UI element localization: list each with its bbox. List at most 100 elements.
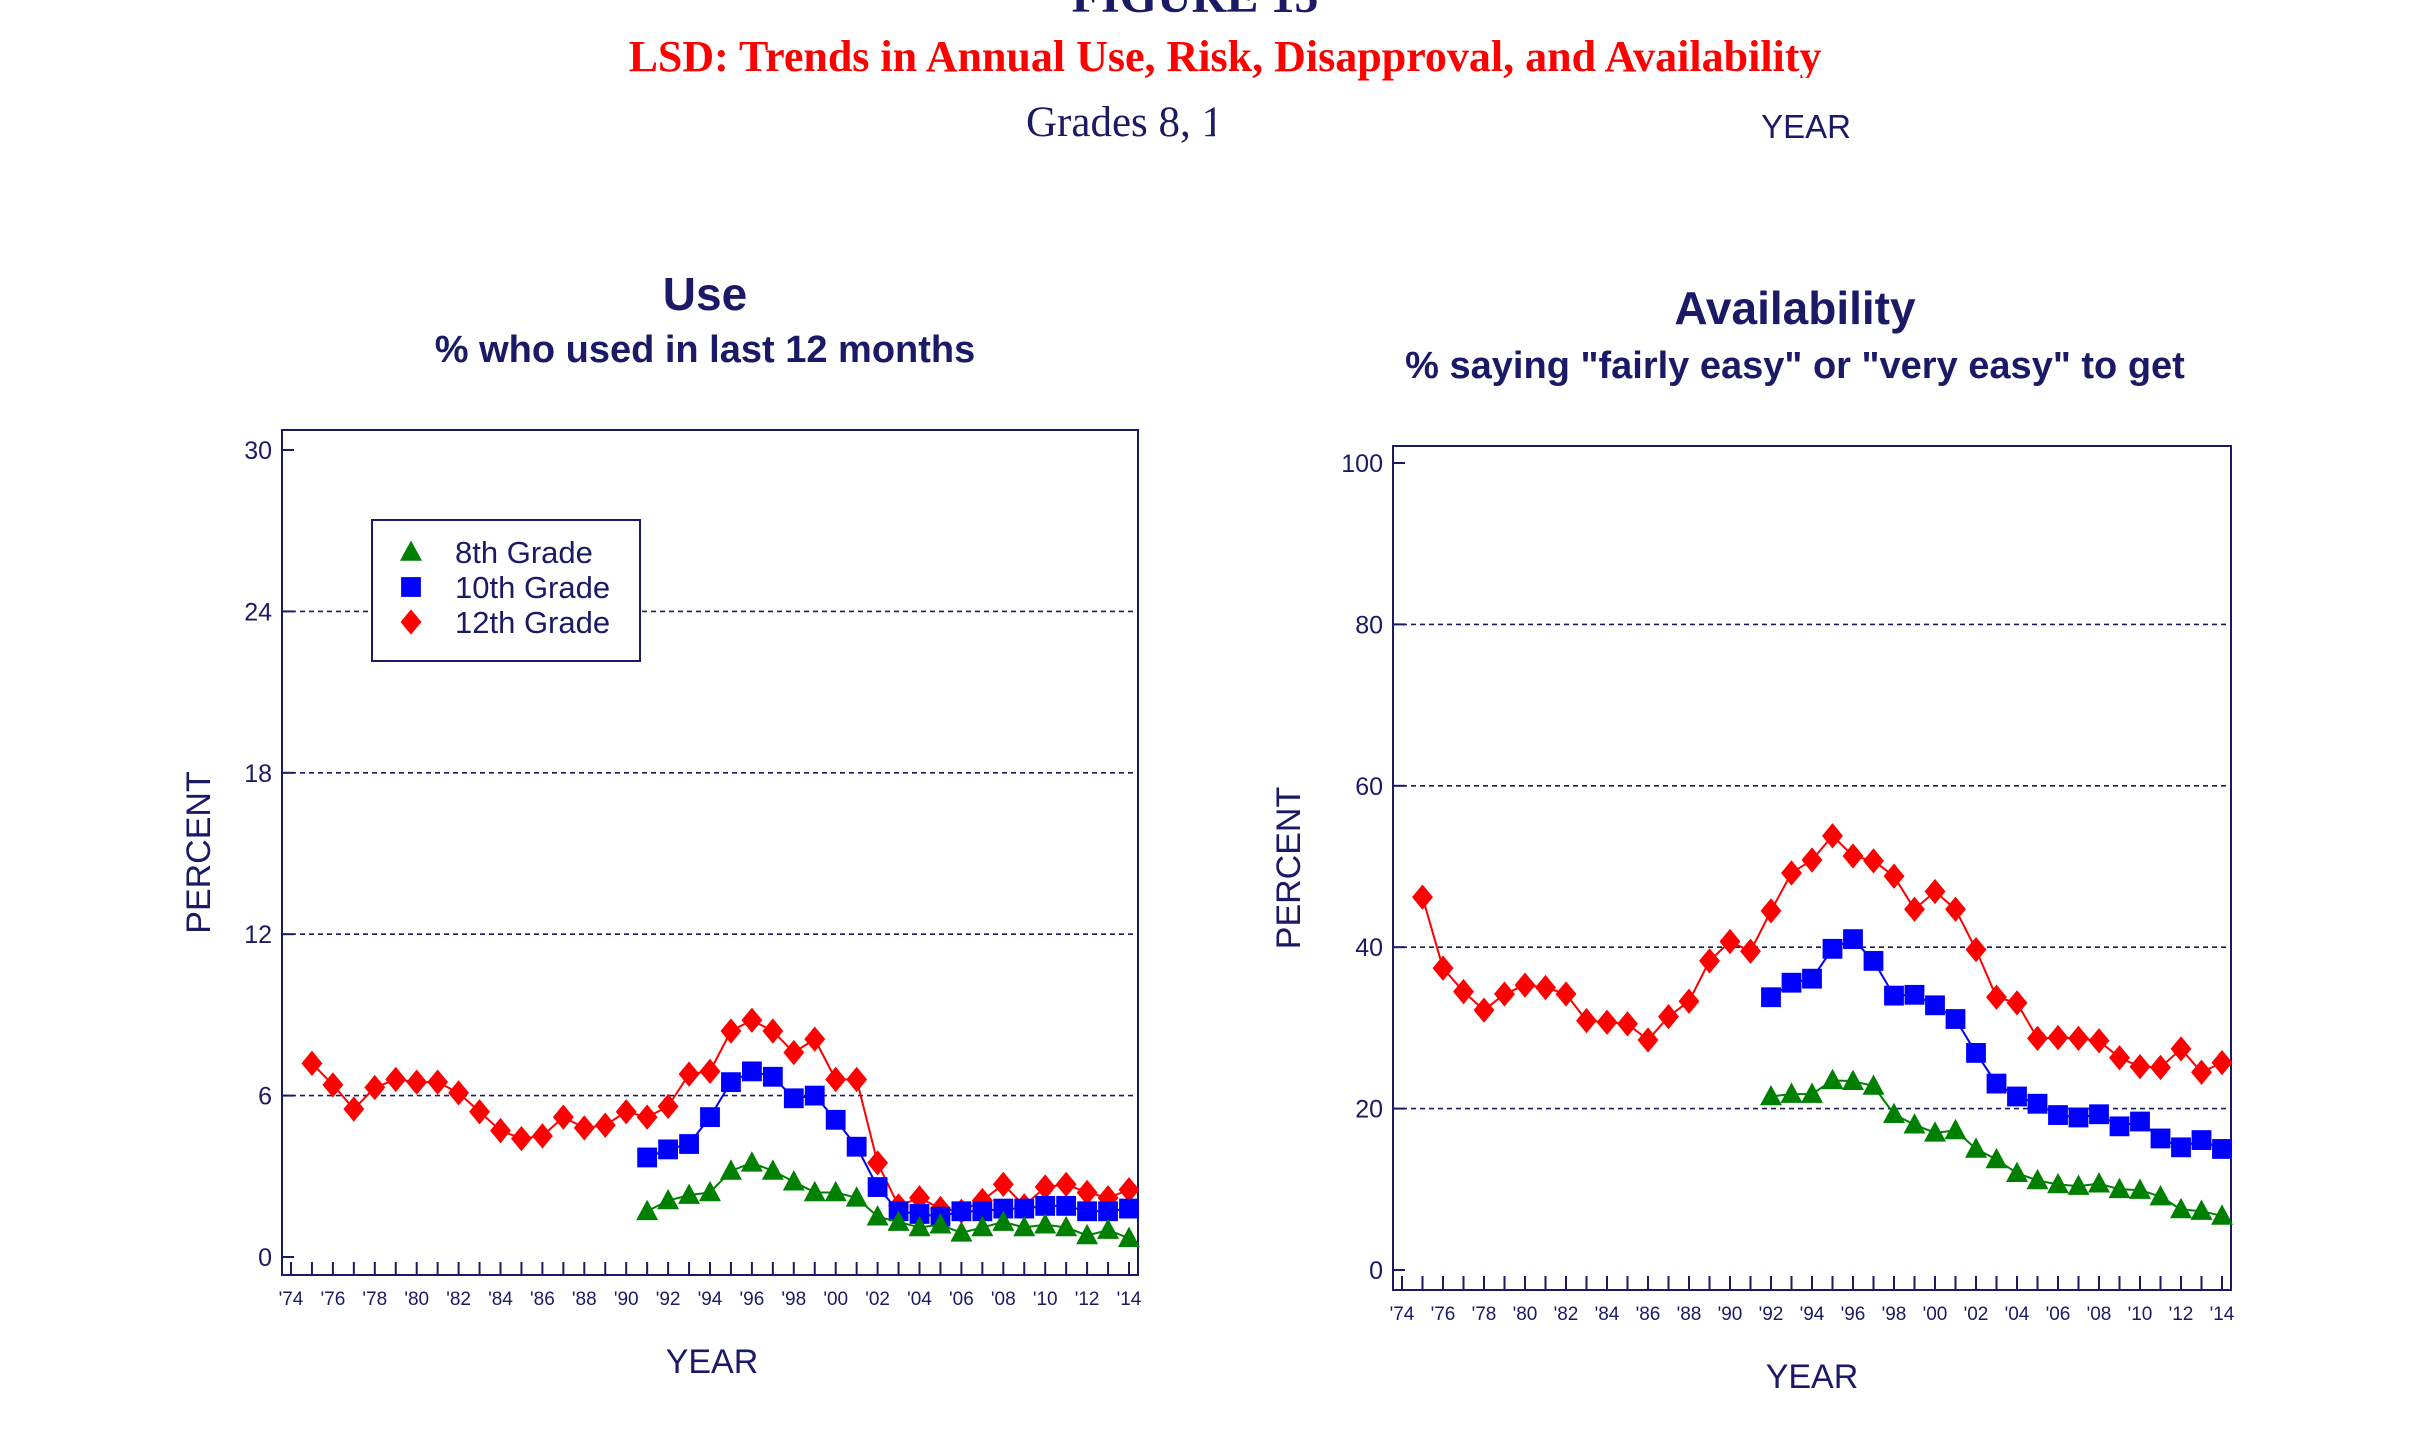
availability-point-12th-grade <box>1842 843 1864 869</box>
use-x-axis-label: YEAR <box>666 1343 759 1381</box>
use-point-8th-grade <box>845 1186 868 1207</box>
availability-point-12th-grade <box>1473 997 1495 1023</box>
use-y-tick-label: 24 <box>244 598 272 626</box>
use-line-10th-grade <box>646 1070 1130 1218</box>
use-point-12th-grade <box>343 1096 365 1122</box>
availability-x-tick-label: '94 <box>1800 1304 1825 1325</box>
availability-point-8th-grade <box>1903 1113 1926 1134</box>
availability-x-tick-label: '86 <box>1636 1304 1661 1325</box>
use-x-tick-label: '76 <box>321 1289 346 1310</box>
use-x-tick-label: '12 <box>1075 1289 1100 1310</box>
availability-point-10th-grade <box>2068 1107 2089 1128</box>
legend-marker-10th-grade <box>401 577 421 597</box>
availability-x-tick-label: '00 <box>1923 1304 1948 1325</box>
use-point-12th-grade <box>992 1171 1014 1198</box>
availability-x-tick-label: '06 <box>2046 1304 2071 1325</box>
use-point-10th-grade <box>679 1134 699 1154</box>
availability-point-8th-grade <box>2190 1199 2213 1220</box>
availability-point-8th-grade <box>2047 1172 2069 1194</box>
use-point-10th-grade <box>972 1201 993 1222</box>
use-point-8th-grade <box>908 1215 931 1237</box>
availability-x-tick-label: '04 <box>2005 1304 2030 1325</box>
availability-point-12th-grade <box>2068 1025 2089 1052</box>
use-point-8th-grade <box>740 1151 763 1172</box>
availability-point-12th-grade <box>1596 1009 1618 1035</box>
use-point-10th-grade <box>1119 1198 1139 1219</box>
availability-point-12th-grade <box>1658 1003 1679 1030</box>
use-point-12th-grade <box>615 1099 637 1125</box>
use-chart-title: Use <box>663 268 747 320</box>
use-point-10th-grade <box>742 1061 762 1082</box>
use-x-tick-label: '82 <box>446 1289 471 1310</box>
use-point-8th-grade <box>1118 1226 1140 1247</box>
use-point-12th-grade <box>573 1115 595 1141</box>
legend-label-10th-grade: 10th Grade <box>455 570 610 605</box>
use-x-tick-label: '78 <box>362 1289 387 1310</box>
availability-point-12th-grade <box>1904 896 1925 922</box>
availability-point-8th-grade <box>1821 1068 1844 1090</box>
availability-point-8th-grade <box>1944 1118 1967 1140</box>
availability-point-12th-grade <box>1637 1027 1659 1053</box>
use-point-12th-grade <box>448 1080 470 1106</box>
availability-point-12th-grade <box>1432 955 1454 981</box>
legend-marker-8th-grade <box>400 540 422 561</box>
use-point-12th-grade <box>699 1058 721 1085</box>
availability-point-10th-grade <box>2089 1104 2109 1125</box>
availability-point-12th-grade <box>2150 1054 2171 1081</box>
use-point-10th-grade <box>1077 1201 1097 1222</box>
availability-point-12th-grade <box>1965 936 1987 963</box>
availability-y-tick-label: 100 <box>1341 450 1383 478</box>
use-point-12th-grade <box>741 1007 763 1033</box>
use-x-tick-label: '86 <box>530 1289 555 1310</box>
use-y-tick-label: 12 <box>244 921 272 949</box>
use-point-10th-grade <box>1098 1201 1118 1222</box>
figure-label: FIGURE 15 <box>1072 0 1319 23</box>
availability-point-12th-grade <box>1494 981 1515 1007</box>
use-point-12th-grade <box>322 1072 344 1098</box>
availability-point-12th-grade <box>1883 863 1905 889</box>
availability-point-10th-grade <box>2007 1086 2027 1107</box>
availability-point-12th-grade <box>1617 1011 1638 1037</box>
use-x-tick-label: '92 <box>656 1289 681 1310</box>
availability-point-10th-grade <box>2171 1137 2191 1158</box>
availability-point-8th-grade <box>1883 1102 1905 1124</box>
availability-point-12th-grade <box>1781 860 1802 886</box>
use-series-8th-grade <box>636 1151 1140 1247</box>
use-point-12th-grade <box>1034 1174 1056 1200</box>
availability-point-8th-grade <box>1780 1082 1803 1103</box>
availability-point-10th-grade <box>1822 938 1843 959</box>
availability-point-10th-grade <box>1925 995 1945 1016</box>
availability-point-10th-grade <box>2048 1105 2068 1125</box>
use-x-tick-label: '90 <box>614 1289 639 1310</box>
use-y-tick-label: 18 <box>244 760 272 788</box>
use-point-10th-grade <box>846 1136 867 1157</box>
use-x-tick-label: '04 <box>907 1289 932 1310</box>
availability-point-12th-grade <box>1986 984 2007 1010</box>
availability-y-tick-label: 0 <box>1369 1257 1383 1285</box>
availability-point-10th-grade <box>1863 951 1884 971</box>
availability-point-10th-grade <box>1904 984 1925 1005</box>
subtitle-occluder <box>1215 106 1425 152</box>
use-point-12th-grade <box>783 1039 805 1066</box>
use-point-12th-grade <box>531 1123 553 1149</box>
availability-point-12th-grade <box>1576 1007 1597 1034</box>
availability-point-8th-grade <box>2108 1177 2131 1199</box>
stray-year-label: YEAR <box>1761 108 1851 145</box>
availability-point-12th-grade <box>1719 928 1741 955</box>
use-point-12th-grade <box>552 1104 574 1130</box>
availability-point-12th-grade <box>2211 1049 2233 1076</box>
availability-point-8th-grade <box>2067 1174 2090 1195</box>
availability-point-8th-grade <box>1985 1147 2008 1169</box>
use-point-12th-grade <box>511 1125 532 1152</box>
use-x-tick-label: '80 <box>404 1289 429 1310</box>
use-point-12th-grade <box>1097 1185 1119 1211</box>
use-point-8th-grade <box>866 1205 889 1226</box>
availability-y-axis-label: PERCENT <box>1270 787 1308 949</box>
availability-point-12th-grade <box>2047 1024 2069 1051</box>
use-x-tick-label: '14 <box>1117 1289 1142 1310</box>
use-point-8th-grade <box>992 1210 1015 1231</box>
use-y-tick-label: 6 <box>258 1083 272 1111</box>
availability-point-12th-grade <box>2027 1025 2048 1052</box>
use-point-12th-grade <box>469 1099 490 1125</box>
availability-series-12th-grade <box>1412 823 2233 1085</box>
